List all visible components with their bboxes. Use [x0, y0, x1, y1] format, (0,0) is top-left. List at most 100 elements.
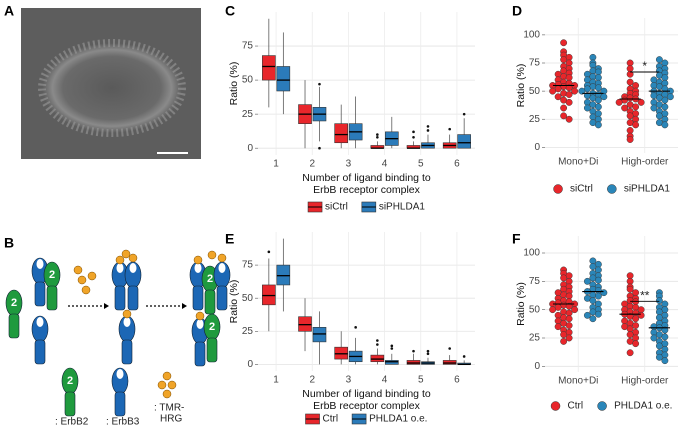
box: [370, 354, 385, 363]
legend-label: Ctrl: [568, 401, 584, 412]
panel-letter: C: [225, 3, 235, 19]
outlier: [462, 355, 466, 358]
point: [626, 349, 634, 357]
point: [661, 333, 669, 341]
point: [655, 112, 663, 120]
x-axis-title: ErbB receptor complex: [313, 400, 421, 412]
y-tick-label: 100: [523, 30, 540, 41]
point: [626, 70, 634, 78]
x-tick-label: Mono+Di: [558, 157, 598, 168]
point: [661, 96, 669, 104]
point: [632, 334, 640, 342]
y-tick-label: 75: [242, 260, 254, 271]
box: [262, 284, 276, 306]
point: [626, 136, 634, 143]
box: [334, 123, 348, 144]
box: [276, 264, 291, 286]
y-tick-label: 0: [247, 143, 253, 154]
panel-letter: A: [4, 3, 14, 19]
point: [637, 306, 645, 314]
point: [655, 308, 663, 316]
receptor-number: 2: [11, 297, 17, 309]
receptor-stem: [216, 285, 228, 311]
panel-letter: D: [512, 3, 522, 19]
outlier: [448, 127, 451, 131]
point: [637, 311, 645, 319]
point: [554, 93, 562, 101]
point: [560, 291, 568, 299]
receptor-number: 2: [67, 375, 73, 387]
ligand: [162, 371, 172, 381]
x-tick-label: High-order: [621, 376, 669, 387]
receptor-number: 2: [207, 273, 213, 285]
point: [661, 300, 669, 308]
legend-label: siCtrl: [325, 202, 348, 213]
y-tick-label: 100: [523, 248, 540, 259]
point: [650, 323, 658, 331]
point: [626, 331, 634, 339]
y-tick-label: 50: [242, 75, 254, 86]
point: [600, 93, 608, 101]
point: [549, 306, 557, 314]
point: [655, 56, 663, 64]
outlier: [462, 112, 466, 116]
ligand: [162, 389, 172, 399]
point: [650, 104, 658, 112]
point: [560, 89, 568, 97]
outlier: [376, 133, 379, 136]
legend-label: HRG: [160, 414, 182, 425]
point: [661, 357, 669, 365]
point: [589, 263, 597, 271]
point: [626, 277, 634, 285]
point: [560, 112, 568, 120]
outlier: [412, 135, 415, 139]
point: [666, 93, 674, 101]
point: [594, 96, 602, 104]
receptor-stem: [34, 281, 46, 307]
panel-letter: B: [4, 235, 14, 251]
receptor: [213, 261, 231, 311]
outlier: [426, 125, 430, 128]
legend-label: siPHLDA1: [624, 184, 671, 195]
box: [298, 316, 312, 332]
point: [626, 285, 634, 293]
y-tick-label: 25: [242, 326, 254, 337]
point: [565, 115, 573, 123]
plot-area: [258, 12, 475, 155]
y-tick-label: 25: [529, 114, 541, 125]
box: [385, 360, 399, 365]
outlier: [426, 129, 430, 132]
receptor-pocket: [123, 317, 131, 327]
y-tick-label: 25: [242, 109, 254, 120]
outlier: [448, 347, 451, 350]
ligand: [81, 285, 91, 295]
outlier: [376, 343, 379, 346]
x-tick-label: 4: [382, 159, 388, 170]
point: [565, 277, 573, 285]
y-tick-label: 50: [529, 86, 541, 97]
point: [549, 87, 557, 95]
y-axis-title: Ratio (%): [515, 282, 527, 326]
legend-label: : TMR-: [154, 403, 184, 414]
point: [594, 310, 602, 318]
point: [583, 104, 591, 112]
x-tick-label: 2: [309, 159, 315, 170]
x-tick-label: 6: [454, 159, 460, 170]
receptor-stem: [194, 341, 206, 367]
point: [565, 334, 573, 342]
legend-swatch: [550, 401, 561, 411]
x-tick-label: 3: [346, 375, 352, 386]
point: [554, 323, 562, 331]
point: [589, 257, 597, 265]
point: [560, 39, 568, 47]
x-axis-title: Number of ligand binding to: [302, 388, 431, 400]
receptor-pocket: [218, 263, 226, 273]
x-tick-label: 6: [454, 375, 460, 386]
box: [457, 134, 471, 149]
ligand: [122, 309, 132, 319]
point: [637, 98, 645, 106]
ligand: [193, 255, 203, 265]
point: [626, 325, 634, 333]
